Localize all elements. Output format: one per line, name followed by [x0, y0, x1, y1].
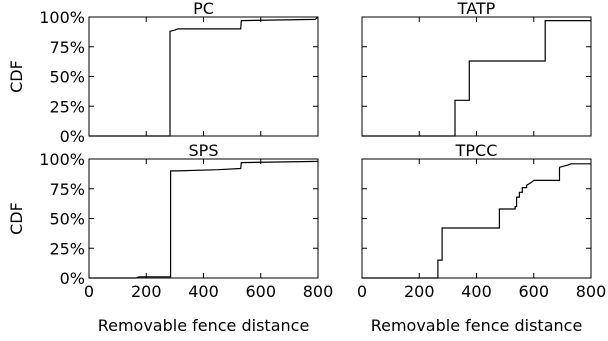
panel-tatp-title: TATP	[457, 0, 496, 18]
panel-tpcc-x-tick-label: 400	[461, 282, 492, 301]
panel-sps-y-tick-label: 0%	[60, 269, 85, 288]
panel-tpcc-x-axis-label: Removable fence distance	[371, 316, 583, 335]
panel-sps-y-tick-label: 75%	[49, 180, 85, 199]
panel-sps-title: SPS	[189, 141, 219, 160]
panel-sps-x-tick-label: 200	[131, 282, 162, 301]
panel-pc-cdf-line	[89, 16, 319, 137]
panel-pc-y-axis-label: CDF	[7, 60, 26, 93]
panel-tatp-cdf-line	[362, 20, 591, 137]
panel-pc-y-tick-label: 75%	[49, 38, 85, 57]
panel-sps-y-tick-label: 50%	[49, 210, 85, 229]
panel-sps-x-tick-label: 800	[303, 282, 334, 301]
panel-sps-x-axis-label: Removable fence distance	[98, 316, 310, 335]
panel-tpcc-frame	[361, 158, 592, 279]
panel-sps-y-tick-label: 100%	[39, 150, 85, 169]
panel-pc-y-tick-label: 25%	[49, 97, 85, 116]
panel-sps-x-tick-label: 600	[245, 282, 276, 301]
panel-sps-y-axis-label: CDF	[7, 202, 26, 235]
panel-pc-frame	[88, 16, 319, 137]
panel-sps-y-tick-label: 25%	[49, 239, 85, 258]
panel-tatp-frame	[361, 16, 592, 137]
panel-pc-y-tick-label: 0%	[60, 127, 85, 146]
panel-tpcc-x-tick-label: 200	[404, 282, 435, 301]
panel-sps-x-tick-label: 400	[188, 282, 219, 301]
panel-tpcc-title: TPCC	[455, 141, 498, 160]
panel-sps-frame	[88, 158, 319, 279]
panel-pc-y-tick-label: 50%	[49, 68, 85, 87]
panel-tpcc-x-tick-label: 800	[576, 282, 607, 301]
panel-sps-x-tick-label: 0	[84, 282, 94, 301]
panel-tpcc-x-tick-label: 0	[357, 282, 367, 301]
panel-pc-y-tick-label: 100%	[39, 8, 85, 27]
panel-pc-title: PC	[193, 0, 214, 18]
panel-tpcc-cdf-line	[362, 163, 591, 279]
panel-sps-cdf-line	[89, 160, 319, 279]
panel-tpcc-x-tick-label: 600	[518, 282, 549, 301]
